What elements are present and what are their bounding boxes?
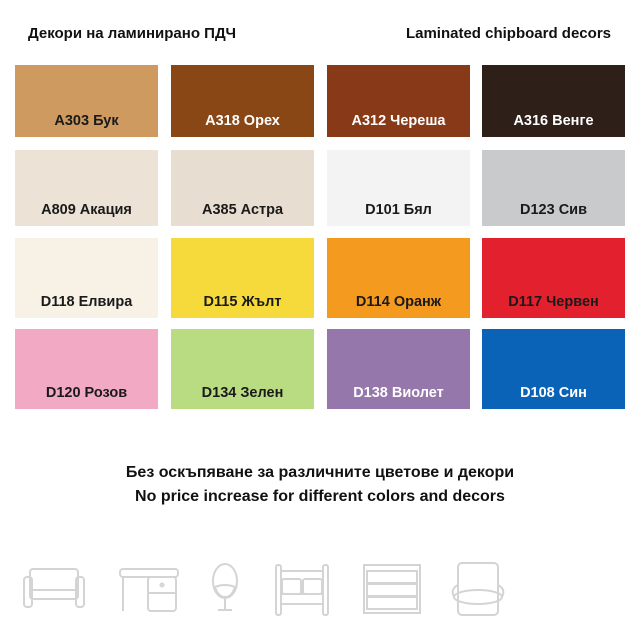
swatch-label: D123 Сив	[520, 202, 587, 218]
swatch-label: D101 Бял	[365, 202, 432, 218]
note-bulgarian: Без оскъпяване за различните цветове и д…	[125, 464, 515, 481]
swatch-a303: A303 Бук	[15, 65, 158, 137]
swatch-d114: D114 Оранж	[327, 238, 470, 318]
sofa-icon	[22, 563, 86, 618]
title-english: Laminated chipboard decors	[405, 25, 611, 42]
dresser-icon	[362, 563, 422, 620]
swatch-a316: A316 Венге	[482, 65, 625, 137]
swatch-d138: D138 Виолет	[327, 329, 470, 409]
swatch-a809: A809 Акация	[15, 150, 158, 226]
swatch-label: A809 Акация	[41, 202, 132, 218]
swatch-d134: D134 Зелен	[171, 329, 314, 409]
swatch-label: A318 Орех	[205, 113, 280, 129]
swatch-label: D134 Зелен	[201, 385, 284, 401]
swatch-d101: D101 Бял	[327, 150, 470, 226]
swatch-a312: A312 Череша	[327, 65, 470, 137]
egg-chair-icon	[210, 563, 240, 620]
swatch-a318: A318 Орех	[171, 65, 314, 137]
swatch-d115: D115 Жълт	[171, 238, 314, 318]
swatch-label: D118 Елвира	[40, 294, 133, 310]
swatch-label: D120 Розов	[45, 385, 128, 401]
swatch-label: D108 Син	[520, 385, 587, 401]
swatch-d117: D117 Червен	[482, 238, 625, 318]
swatch-d123: D123 Сив	[482, 150, 625, 226]
swatch-label: D117 Червен	[508, 294, 599, 310]
desk-icon	[118, 563, 182, 618]
swatch-d108: D108 Син	[482, 329, 625, 409]
swatch-label: A312 Череша	[351, 113, 446, 129]
swatch-a385: A385 Астра	[171, 150, 314, 226]
bed-icon	[274, 563, 330, 622]
swatch-d120: D120 Розов	[15, 329, 158, 409]
note-english: No price increase for different colors a…	[135, 488, 505, 505]
swatch-label: A385 Астра	[201, 202, 284, 218]
swatch-label: D114 Оранж	[355, 294, 442, 310]
title-bulgarian: Декори на ламинирано ПДЧ	[28, 25, 236, 42]
armchair-icon	[450, 561, 506, 624]
swatch-d118: D118 Елвира	[15, 238, 158, 318]
swatch-label: D138 Виолет	[353, 385, 444, 401]
swatch-label: D115 Жълт	[203, 294, 282, 310]
swatch-label: A303 Бук	[54, 113, 119, 129]
swatch-label: A316 Венге	[513, 113, 594, 129]
